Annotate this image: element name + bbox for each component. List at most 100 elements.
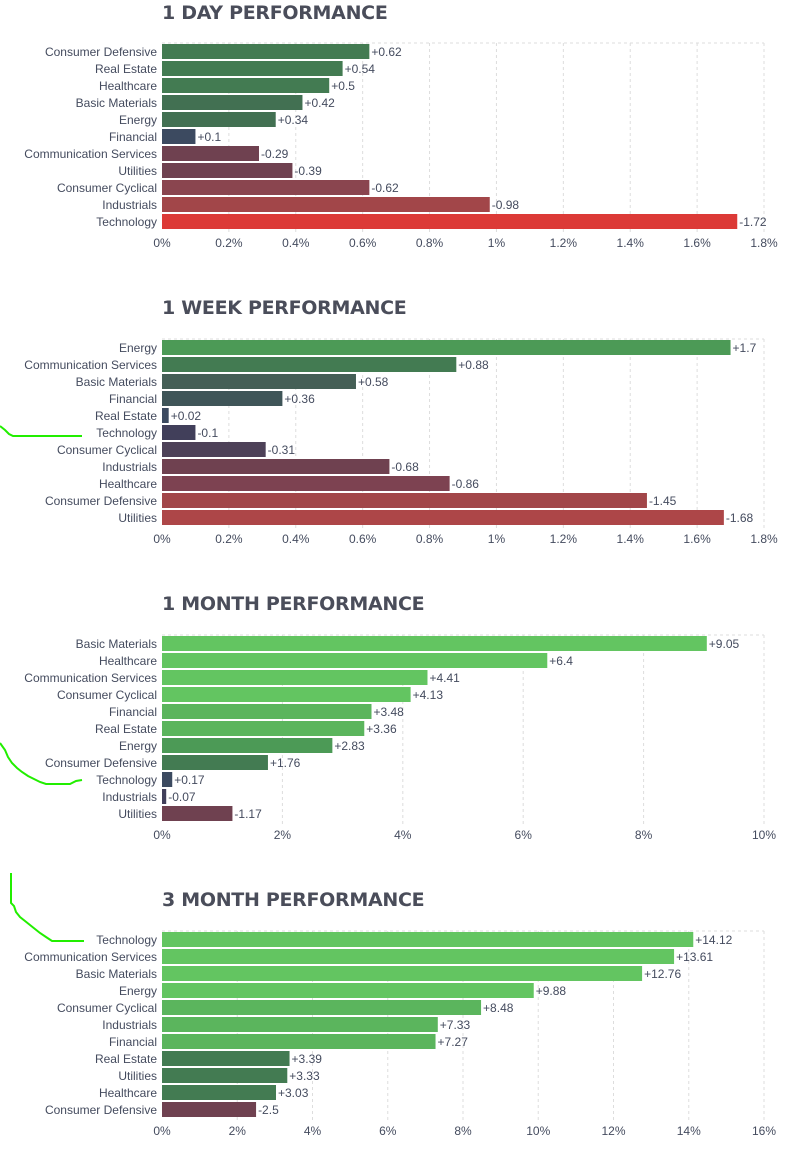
category-label: Real Estate (95, 62, 157, 76)
bar (162, 112, 276, 127)
value-label: +0.5 (331, 79, 355, 93)
x-tick-label: 0.6% (349, 236, 377, 250)
x-tick-label: 1.4% (617, 532, 645, 546)
bar (162, 95, 303, 110)
category-label: Technology (96, 933, 157, 947)
bar (162, 806, 233, 821)
value-label: +0.54 (345, 62, 376, 76)
bar (162, 214, 738, 229)
x-tick-label: 4% (304, 1124, 322, 1138)
x-tick-label: 0% (153, 1124, 171, 1138)
bar (162, 408, 169, 423)
bar (162, 129, 196, 144)
value-label: +0.17 (174, 773, 205, 787)
x-tick-label: 16% (752, 1124, 776, 1138)
value-label: -0.98 (492, 198, 520, 212)
bar (162, 44, 370, 59)
x-tick-label: 1.2% (550, 532, 578, 546)
bar-chart-1-day: 0% 0.2% 0.4% 0.6% 0.8% 1% 1.2% 1.4% 1.6% 1.8% Cons… (24, 42, 778, 250)
value-label: +3.48 (373, 705, 404, 719)
value-label: +12.76 (644, 967, 681, 981)
value-label: +1.76 (270, 756, 301, 770)
category-label: Healthcare (99, 79, 157, 93)
bar-chart-3-month: 0% 2% 4% 6% 8% 10% 12% 14% 16% Technology +14.12 Co… (24, 930, 776, 1138)
x-tick-label: 6% (515, 828, 533, 842)
x-tick-label: 1.6% (683, 236, 711, 250)
category-label: Consumer Cyclical (57, 1001, 157, 1015)
bar (162, 146, 259, 161)
x-tick-label: 1.8% (750, 236, 778, 250)
bar (162, 340, 731, 355)
value-label: +4.41 (429, 671, 460, 685)
value-label: +0.62 (371, 45, 402, 59)
bar (162, 636, 707, 651)
x-tick-label: 1% (488, 532, 506, 546)
bar (162, 653, 548, 668)
bar (162, 61, 343, 76)
bar (162, 357, 457, 372)
bar (162, 704, 372, 719)
x-tick-label: 1.8% (750, 532, 778, 546)
category-label: Basic Materials (76, 637, 157, 651)
category-label: Technology (96, 426, 157, 440)
value-label: +3.03 (278, 1086, 309, 1100)
category-label: Consumer Defensive (45, 1103, 157, 1117)
value-label: +0.58 (358, 375, 389, 389)
category-label: Basic Materials (76, 96, 157, 110)
x-tick-label: 2% (274, 828, 292, 842)
category-label: Industrials (102, 198, 157, 212)
value-label: +3.33 (289, 1069, 320, 1083)
bar (162, 78, 330, 93)
x-tick-label: 0.8% (416, 236, 444, 250)
category-label: Industrials (102, 1018, 157, 1032)
category-label: Consumer Defensive (45, 756, 157, 770)
category-label: Healthcare (99, 477, 157, 491)
category-label: Communication Services (24, 671, 157, 685)
category-label: Energy (119, 984, 157, 998)
value-label: +0.34 (278, 113, 309, 127)
x-tick-label: 1.2% (550, 236, 578, 250)
category-label: Consumer Cyclical (57, 688, 157, 702)
category-label: Basic Materials (76, 375, 157, 389)
category-label: Utilities (118, 1069, 157, 1083)
value-label: -1.68 (726, 511, 754, 525)
bar (162, 1034, 436, 1049)
category-label: Financial (109, 130, 157, 144)
category-label: Real Estate (95, 409, 157, 423)
bar (162, 966, 643, 981)
category-label: Industrials (102, 790, 157, 804)
bar (162, 1051, 290, 1066)
bar (162, 983, 534, 998)
bar (162, 510, 724, 525)
value-label: +0.02 (171, 409, 202, 423)
value-label: +2.83 (334, 739, 365, 753)
value-label: +14.12 (695, 933, 732, 947)
category-label: Consumer Cyclical (57, 443, 157, 457)
bar (162, 163, 293, 178)
category-label: Energy (119, 739, 157, 753)
category-label: Technology (96, 773, 157, 787)
value-label: +0.36 (284, 392, 315, 406)
value-label: +13.61 (676, 950, 713, 964)
value-label: -0.1 (197, 426, 218, 440)
x-tick-label: 0.2% (215, 532, 243, 546)
category-label: Financial (109, 1035, 157, 1049)
bar-chart-1-week: 0% 0.2% 0.4% 0.6% 0.8% 1% 1.2% 1.4% 1.6% 1.8% Ener… (24, 338, 778, 546)
value-label: +1.7 (733, 341, 757, 355)
category-label: Financial (109, 392, 157, 406)
value-label: +8.48 (483, 1001, 514, 1015)
x-tick-label: 0% (153, 532, 171, 546)
category-label: Consumer Defensive (45, 45, 157, 59)
value-label: +7.27 (438, 1035, 469, 1049)
category-label: Communication Services (24, 147, 157, 161)
value-label: -1.72 (739, 215, 767, 229)
value-label: +3.39 (292, 1052, 323, 1066)
category-label: Healthcare (99, 1086, 157, 1100)
x-tick-label: 14% (677, 1124, 701, 1138)
x-tick-label: 12% (601, 1124, 625, 1138)
category-label: Industrials (102, 460, 157, 474)
bar (162, 738, 333, 753)
x-tick-label: 1% (488, 236, 506, 250)
value-label: +0.42 (304, 96, 335, 110)
chart-title: 3 MONTH PERFORMANCE (162, 889, 425, 911)
